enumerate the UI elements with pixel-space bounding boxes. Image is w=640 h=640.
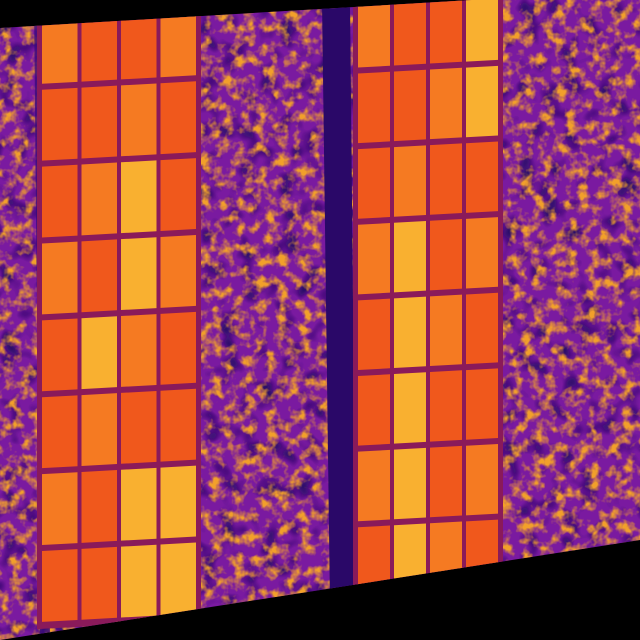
panel-cell bbox=[81, 8, 117, 82]
panel-cell bbox=[160, 465, 196, 539]
panel-frame bbox=[37, 0, 201, 630]
panel-cell bbox=[430, 294, 462, 367]
panel-cell bbox=[466, 292, 498, 365]
panel-cell bbox=[358, 449, 390, 522]
panel-cell bbox=[121, 83, 157, 157]
panel-cell bbox=[430, 445, 462, 518]
panel-cell bbox=[81, 393, 117, 466]
panel-cell bbox=[430, 219, 462, 291]
panel-cell bbox=[394, 447, 426, 520]
panel-cell bbox=[358, 0, 390, 68]
panel-cell bbox=[160, 4, 196, 78]
panel-cell bbox=[358, 298, 390, 371]
panel-cell bbox=[42, 472, 78, 546]
panel-cell bbox=[430, 67, 462, 140]
panel-cell bbox=[42, 10, 78, 84]
panel-cell bbox=[358, 147, 390, 219]
panel-cell bbox=[466, 0, 498, 62]
panel-cell bbox=[121, 160, 157, 234]
panel-cell bbox=[121, 6, 157, 80]
panel-cell bbox=[394, 0, 426, 66]
panel-cell bbox=[160, 81, 196, 155]
panel-cell bbox=[394, 69, 426, 142]
panel-cell bbox=[394, 221, 426, 293]
left-panel-array bbox=[37, 0, 201, 630]
panel-cell bbox=[81, 239, 117, 313]
panel-cell bbox=[358, 374, 390, 446]
panel-cell bbox=[160, 542, 196, 616]
panel-cell bbox=[81, 316, 117, 390]
panel-cell bbox=[160, 311, 196, 385]
panel-cell bbox=[121, 390, 157, 464]
panel-cell bbox=[121, 314, 157, 387]
panel-cell bbox=[394, 296, 426, 369]
panel-cell bbox=[430, 370, 462, 442]
panel-cell bbox=[394, 145, 426, 217]
panel-cell bbox=[394, 372, 426, 444]
panel-cell bbox=[358, 223, 390, 295]
panel-cell bbox=[42, 318, 78, 392]
panel-cell bbox=[160, 388, 196, 462]
panel-cell bbox=[430, 0, 462, 64]
panel-frame bbox=[353, 0, 503, 605]
panel-cell bbox=[121, 544, 157, 618]
panel-cell bbox=[466, 217, 498, 289]
panel-cell bbox=[81, 470, 117, 543]
panel-cell bbox=[466, 443, 498, 516]
panel-cell bbox=[42, 164, 78, 238]
panel-cell bbox=[81, 162, 117, 236]
right-panel-array bbox=[353, 0, 503, 605]
panel-cell bbox=[160, 158, 196, 231]
panel-cell bbox=[358, 71, 390, 144]
panel-cell bbox=[81, 546, 117, 620]
panel-cell bbox=[81, 85, 117, 159]
panel-cell bbox=[466, 141, 498, 213]
panel-cell bbox=[42, 241, 78, 315]
panel-cell bbox=[42, 395, 78, 469]
panel-cell bbox=[42, 549, 78, 622]
panel-cell bbox=[121, 237, 157, 311]
shadow-strip-center bbox=[322, 0, 356, 605]
panel-cell bbox=[42, 87, 78, 161]
panel-cell bbox=[160, 235, 196, 308]
panel-cell bbox=[121, 467, 157, 541]
panel-cell bbox=[466, 65, 498, 138]
panel-cell bbox=[358, 525, 390, 597]
panel-cell bbox=[466, 368, 498, 440]
panel-cell bbox=[430, 143, 462, 215]
